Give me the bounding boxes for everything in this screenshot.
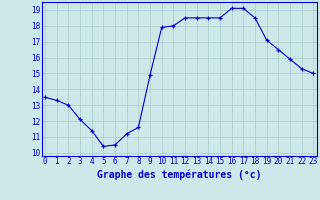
X-axis label: Graphe des températures (°c): Graphe des températures (°c) bbox=[97, 169, 261, 180]
